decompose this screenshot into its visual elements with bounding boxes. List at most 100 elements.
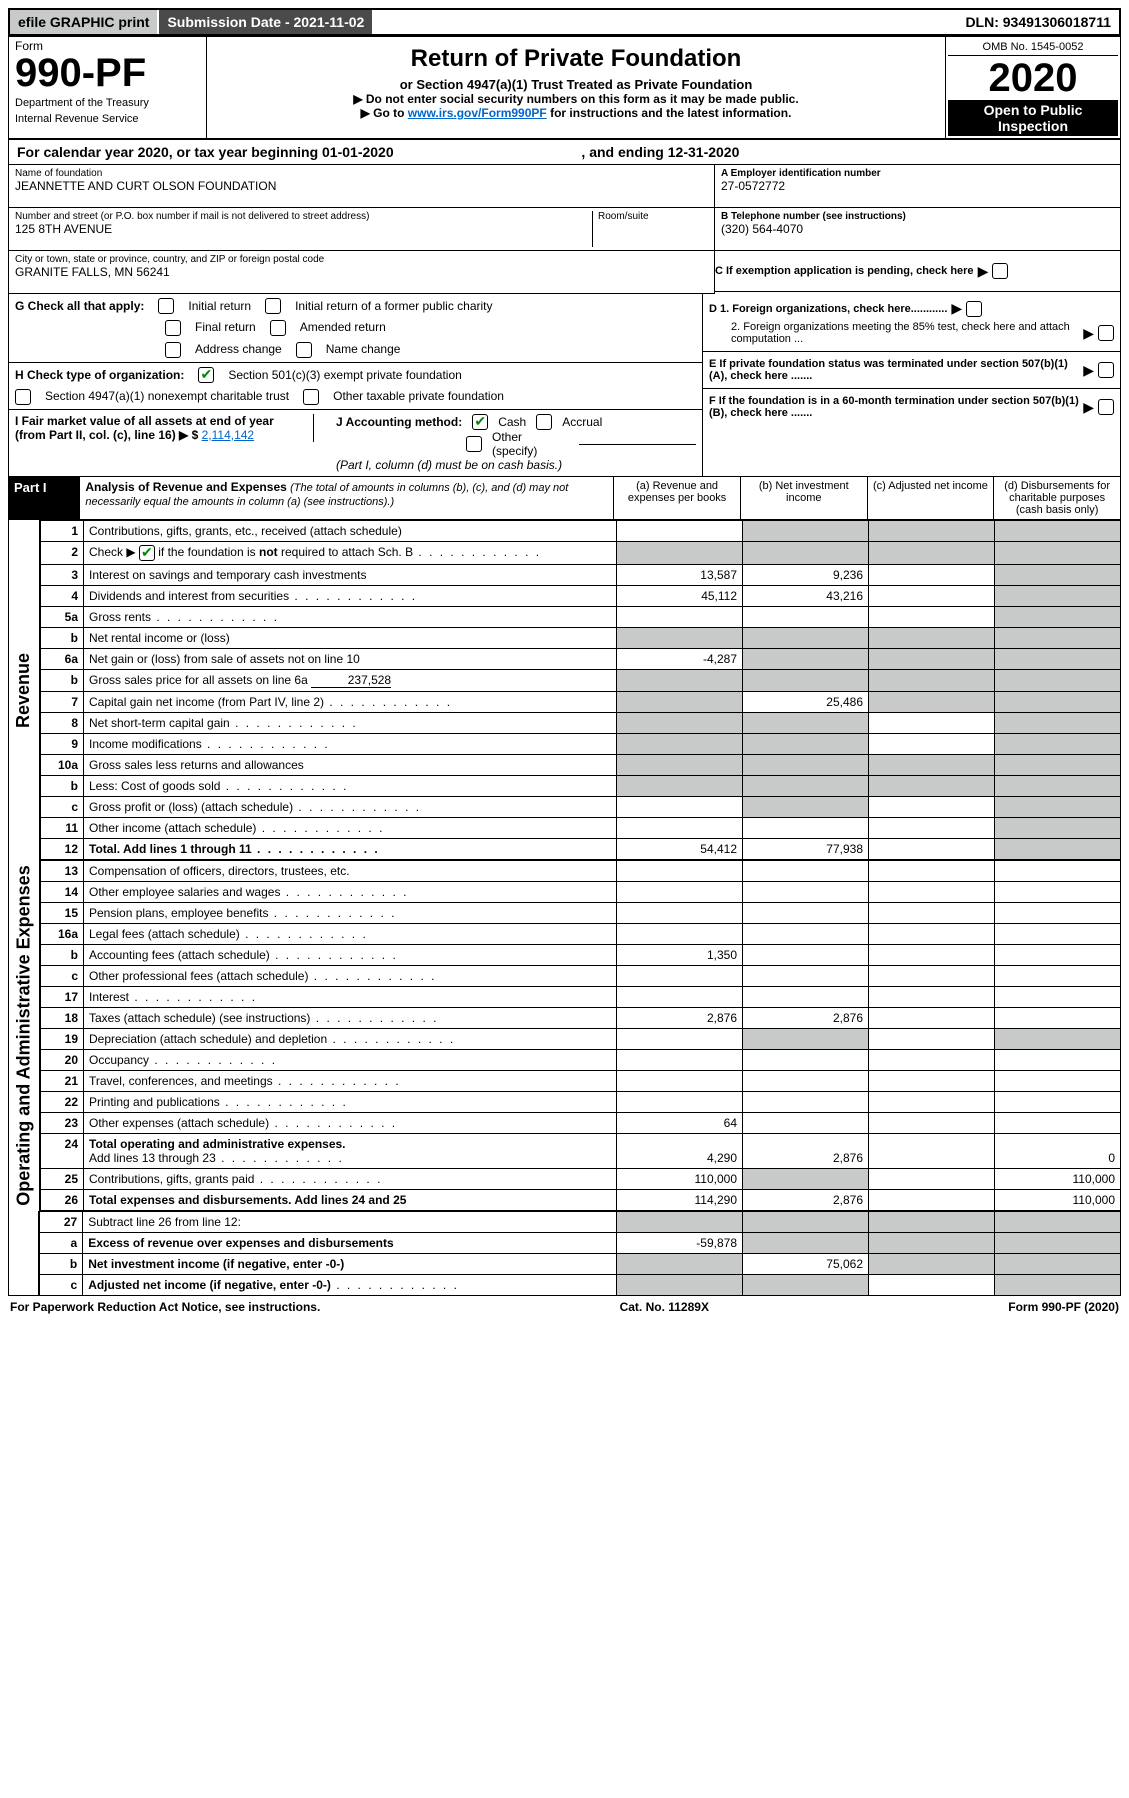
l27a-a: -59,878 — [617, 1233, 743, 1254]
j-other-line — [579, 444, 696, 445]
cy-begin: 01-01-2020 — [322, 144, 394, 160]
c-checkbox[interactable] — [992, 263, 1008, 279]
footer-cat: Cat. No. 11289X — [620, 1300, 709, 1314]
col-d-header: (d) Disbursements for charitable purpose… — [994, 477, 1121, 520]
name-label: Name of foundation — [15, 168, 708, 179]
line-5b: Net rental income or (loss) — [84, 628, 617, 649]
g-amended: Amended return — [300, 320, 386, 336]
e-checkbox[interactable] — [1098, 362, 1114, 378]
line-8: Net short-term capital gain — [89, 716, 230, 730]
irs-label: Internal Revenue Service — [15, 113, 200, 125]
d2-checkbox[interactable] — [1098, 325, 1114, 341]
g-initial-checkbox[interactable] — [158, 298, 174, 314]
i-value[interactable]: 2,114,142 — [202, 428, 255, 442]
arrow-icon: ▶ — [1083, 399, 1094, 416]
part-i-title: Analysis of Revenue and Expenses — [85, 480, 286, 494]
line-16a: Legal fees (attach schedule) — [89, 927, 240, 941]
line-12: Total. Add lines 1 through 11 — [89, 842, 252, 856]
city-state-zip: GRANITE FALLS, MN 56241 — [15, 265, 708, 279]
footer-right: Form 990-PF (2020) — [1008, 1300, 1119, 1314]
l24-b: 2,876 — [743, 1134, 869, 1169]
inst-ssn: ▶ Do not enter social security numbers o… — [215, 92, 937, 106]
col-c-header: (c) Adjusted net income — [867, 477, 994, 520]
schb-checkbox[interactable] — [139, 545, 155, 561]
l4-b: 43,216 — [743, 586, 869, 607]
line-6b: Gross sales price for all assets on line… — [89, 673, 308, 687]
g-address: Address change — [195, 342, 282, 358]
dept-treasury: Department of the Treasury — [15, 97, 200, 109]
j-other-checkbox[interactable] — [466, 436, 482, 452]
phone-label: B Telephone number (see instructions) — [721, 211, 1114, 222]
g-initial: Initial return — [188, 299, 251, 313]
arrow-icon: ▶ — [1083, 325, 1094, 342]
line-7: Capital gain net income (from Part IV, l… — [89, 695, 324, 709]
room-label: Room/suite — [598, 211, 708, 222]
h-other-checkbox[interactable] — [303, 389, 319, 405]
efile-badge[interactable]: efile GRAPHIC print — [10, 10, 157, 34]
form-number: 990-PF — [15, 53, 200, 93]
revenue-side-label: Revenue — [14, 652, 35, 727]
g-initial-public: Initial return of a former public charit… — [295, 299, 492, 313]
line-27: Subtract line 26 from line 12: — [83, 1212, 617, 1233]
arrow-icon: ▶ — [951, 300, 962, 317]
g-name-checkbox[interactable] — [296, 342, 312, 358]
cy-pre: For calendar year 2020, or tax year begi… — [17, 144, 322, 160]
line-2-post: if the foundation is not required to att… — [155, 545, 413, 559]
arrow-icon: ▶ — [978, 263, 989, 280]
submission-date: Submission Date - 2021-11-02 — [159, 10, 372, 34]
line-25: Contributions, gifts, grants paid — [89, 1172, 254, 1186]
h-501c3: Section 501(c)(3) exempt private foundat… — [228, 368, 461, 382]
l6a-a: -4,287 — [617, 649, 743, 670]
f-checkbox[interactable] — [1098, 399, 1114, 415]
phone-value: (320) 564-4070 — [721, 222, 1114, 236]
line-24s: Add lines 13 through 23 — [89, 1151, 216, 1165]
l12-a: 54,412 — [617, 839, 743, 860]
h-501c3-checkbox[interactable] — [198, 367, 214, 383]
footer-left: For Paperwork Reduction Act Notice, see … — [10, 1300, 320, 1314]
line-1: Contributions, gifts, grants, etc., rece… — [84, 521, 617, 542]
ein-value: 27-0572772 — [721, 179, 1114, 193]
d1-checkbox[interactable] — [966, 301, 982, 317]
h-4947-checkbox[interactable] — [15, 389, 31, 405]
line-22: Printing and publications — [89, 1095, 220, 1109]
ein-label: A Employer identification number — [721, 168, 1114, 179]
form990pf-link[interactable]: www.irs.gov/Form990PF — [408, 106, 547, 120]
line-5a: Gross rents — [89, 610, 151, 624]
j-cash: Cash — [498, 415, 526, 429]
g-name: Name change — [326, 342, 401, 358]
addr-label: Number and street (or P.O. box number if… — [15, 211, 592, 222]
l26-d: 110,000 — [995, 1190, 1121, 1211]
l26-a: 114,290 — [617, 1190, 743, 1211]
dln-number: DLN: 93491306018711 — [957, 10, 1119, 34]
street-address: 125 8TH AVENUE — [15, 222, 592, 236]
line-24: Total operating and administrative expen… — [89, 1137, 346, 1151]
l16b-a: 1,350 — [617, 945, 743, 966]
l24-a: 4,290 — [617, 1134, 743, 1169]
c-label: C If exemption application is pending, c… — [715, 265, 974, 277]
line-14: Other employee salaries and wages — [89, 885, 280, 899]
g-amended-checkbox[interactable] — [270, 320, 286, 336]
l7-b: 25,486 — [743, 692, 869, 713]
g-label: G Check all that apply: — [15, 299, 144, 313]
j-cash-checkbox[interactable] — [472, 414, 488, 430]
line-27c: Adjusted net income (if negative, enter … — [88, 1278, 331, 1292]
line-27-section: 27Subtract line 26 from line 12: aExcess… — [8, 1211, 1121, 1296]
foundation-name: JEANNETTE AND CURT OLSON FOUNDATION — [15, 179, 708, 193]
j-label: J Accounting method: — [336, 415, 462, 429]
line-10a: Gross sales less returns and allowances — [84, 755, 617, 776]
f-label: F If the foundation is in a 60-month ter… — [709, 395, 1079, 419]
g-initial-public-checkbox[interactable] — [265, 298, 281, 314]
g-final-checkbox[interactable] — [165, 320, 181, 336]
part-i-badge: Part I — [9, 477, 80, 520]
j-accrual: Accrual — [562, 415, 602, 429]
line-13: Compensation of officers, directors, tru… — [84, 861, 617, 882]
expenses-section: Operating and Administrative Expenses 13… — [8, 860, 1121, 1211]
form-header: Form 990-PF Department of the Treasury I… — [8, 36, 1121, 140]
d2-label: 2. Foreign organizations meeting the 85%… — [731, 321, 1079, 345]
line-3: Interest on savings and temporary cash i… — [84, 565, 617, 586]
l18-a: 2,876 — [617, 1008, 743, 1029]
arrow-icon: ▶ — [1083, 362, 1094, 379]
form-title: Return of Private Foundation — [215, 45, 937, 73]
g-address-checkbox[interactable] — [165, 342, 181, 358]
j-accrual-checkbox[interactable] — [536, 414, 552, 430]
